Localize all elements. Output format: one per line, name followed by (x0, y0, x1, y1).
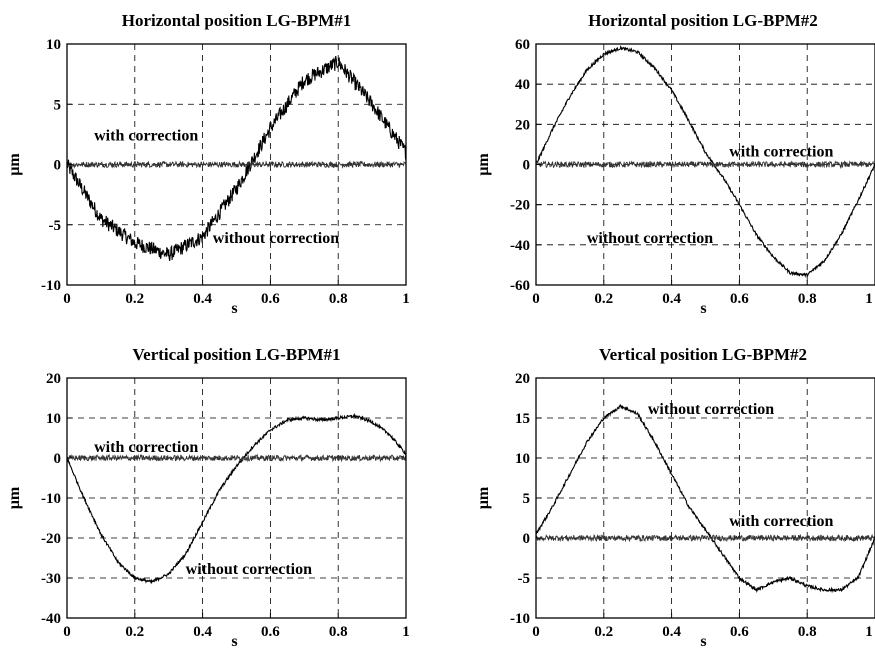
x-tick-label: 0.4 (193, 291, 212, 307)
series-annotation: with correction (94, 439, 198, 456)
x-tick-label: 0.4 (193, 624, 212, 640)
y-tick-label: 10 (515, 451, 530, 467)
series-line-with-correction (66, 160, 407, 169)
chart-title: Horizontal position LG-BPM#2 (588, 11, 818, 30)
y-tick-label: -10 (41, 491, 61, 507)
x-tick-label: 0 (532, 624, 540, 640)
y-axis-label: µm (6, 153, 23, 176)
x-axis-label: s (231, 633, 237, 649)
x-tick-label: 0.4 (662, 624, 681, 640)
x-tick-label: 0.4 (662, 291, 681, 307)
y-tick-label: 0 (54, 451, 62, 467)
series-annotation: with correction (729, 143, 833, 160)
y-axis-label: µm (475, 486, 492, 509)
y-tick-label: 20 (515, 371, 530, 387)
y-tick-label: -30 (41, 571, 61, 587)
chart-panel-1: 0 0.2 0.4 0.6 0.8 1 10 5 0 -5 -10 Horizontal positi… (6, 11, 410, 317)
y-tick-label: 20 (515, 117, 530, 133)
y-tick-label: 0 (523, 531, 531, 547)
x-axis-label: s (700, 300, 706, 317)
y-tick-label: 10 (46, 411, 61, 427)
x-tick-label: 0.8 (798, 291, 817, 307)
chart-panel-3: 0 0.2 0.4 0.6 0.8 1 20 10 0 -10 -20 -30 -40 Vertical … (6, 345, 410, 649)
y-tick-label: 15 (515, 411, 530, 427)
series-annotation: without correction (648, 401, 774, 418)
y-tick-label: -20 (510, 198, 530, 214)
series-line-with-correction (535, 160, 875, 170)
series-annotation: without correction (213, 230, 339, 247)
x-tick-label: 0.6 (261, 624, 280, 640)
y-tick-label: -10 (41, 278, 61, 294)
x-tick-label: 0.8 (798, 624, 817, 640)
x-tick-label: 0.2 (125, 291, 144, 307)
x-axis-label: s (700, 633, 706, 649)
x-tick-label: 1 (402, 291, 410, 307)
series-line-without-correction (66, 412, 407, 585)
x-tick-label: 1 (865, 291, 873, 307)
series-annotation: without correction (186, 561, 312, 578)
series-annotation: without correction (587, 230, 713, 247)
y-tick-label: 20 (46, 371, 61, 387)
y-axis-label: µm (475, 153, 492, 176)
x-tick-label: 1 (865, 624, 873, 640)
chart-title: Vertical position LG-BPM#1 (132, 345, 340, 364)
y-tick-label: -40 (41, 611, 61, 627)
x-tick-label: 0.2 (125, 624, 144, 640)
y-tick-label: 0 (54, 158, 62, 174)
x-tick-label: 0 (63, 624, 71, 640)
x-tick-label: 0.2 (594, 624, 613, 640)
x-tick-label: 0.8 (329, 291, 348, 307)
x-tick-label: 0.6 (730, 291, 749, 307)
y-tick-label: -10 (510, 611, 530, 627)
y-tick-label: 5 (54, 97, 62, 113)
y-tick-label: -5 (518, 571, 531, 587)
x-tick-label: 0.6 (261, 291, 280, 307)
series-line-with-correction (66, 453, 407, 463)
x-tick-label: 0 (63, 291, 71, 307)
series-annotation: with correction (729, 513, 833, 530)
chart-panel-2: 0 0.2 0.4 0.6 0.8 1 60 40 20 0 -20 -40 -60 Horizontal… (475, 11, 875, 317)
series-line-with-correction (535, 533, 875, 543)
y-tick-label: -5 (49, 218, 62, 234)
chart-title: Horizontal position LG-BPM#1 (122, 11, 352, 30)
y-tick-label: -20 (41, 531, 61, 547)
series-line-without-correction (535, 45, 875, 278)
y-tick-label: -40 (510, 238, 530, 254)
chart-title: Vertical position LG-BPM#2 (599, 345, 807, 364)
series-line-without-correction (535, 403, 875, 593)
y-tick-label: -60 (510, 278, 530, 294)
x-tick-label: 0.2 (594, 291, 613, 307)
y-tick-label: 40 (515, 77, 530, 93)
x-axis-label: s (231, 300, 237, 317)
series-annotation: with correction (94, 127, 198, 144)
chart-panel-4: 0 0.2 0.4 0.6 0.8 1 20 15 10 5 0 -5 -10 Vertical posi… (475, 345, 875, 649)
x-tick-label: 0.6 (730, 624, 749, 640)
x-tick-label: 1 (402, 624, 410, 640)
y-tick-label: 0 (523, 158, 531, 174)
y-axis-label: µm (6, 486, 23, 509)
series-line-without-correction (66, 56, 407, 262)
x-tick-label: 0 (532, 291, 540, 307)
y-tick-label: 5 (523, 491, 531, 507)
x-tick-label: 0.8 (329, 624, 348, 640)
y-tick-label: 60 (515, 37, 530, 53)
y-tick-label: 10 (46, 37, 61, 53)
